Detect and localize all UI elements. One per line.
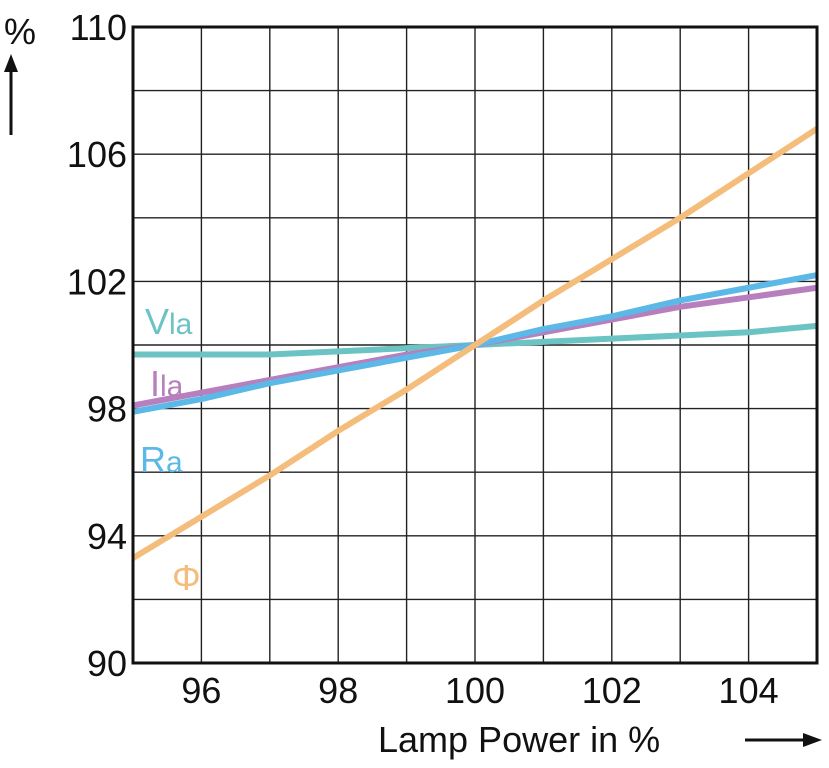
- series-line: [131, 126, 819, 561]
- series-lines: [131, 126, 819, 561]
- series-label-sub: la: [160, 370, 184, 403]
- series-label-main: I: [150, 363, 160, 404]
- series-label-sub: la: [169, 308, 193, 341]
- series-label: Ila: [150, 363, 184, 404]
- series-label: Vla: [145, 301, 193, 342]
- y-tick-label: 98: [87, 389, 127, 430]
- x-tick-labels: 96 98 100 102 104: [181, 670, 778, 711]
- x-tick-label: 98: [318, 670, 358, 711]
- y-tick-label: 110: [70, 7, 127, 48]
- x-tick-label: 102: [582, 670, 642, 711]
- y-axis-title: %: [4, 11, 36, 52]
- x-tick-label: 104: [719, 670, 779, 711]
- series-label-main: V: [145, 301, 169, 342]
- y-axis-arrow-icon: [4, 54, 18, 135]
- x-axis-title: Lamp Power in %: [378, 719, 660, 760]
- series-label-sub: a: [166, 446, 183, 479]
- x-tick-label: 100: [445, 670, 505, 711]
- y-tick-label: 106: [67, 134, 127, 175]
- y-tick-label: 94: [87, 516, 127, 557]
- x-tick-label: 96: [181, 670, 221, 711]
- y-tick-label: 90: [87, 643, 127, 684]
- series-label: Φ: [172, 557, 201, 598]
- y-tick-label: 102: [67, 261, 127, 302]
- plot-frame: [131, 25, 819, 665]
- series-label-main: Φ: [172, 557, 201, 598]
- series-label: Ra: [140, 439, 183, 480]
- y-tick-labels: 90 94 98 102 106 110: [67, 7, 127, 684]
- series-label-main: R: [140, 439, 166, 480]
- x-axis-arrow-icon: [745, 733, 822, 747]
